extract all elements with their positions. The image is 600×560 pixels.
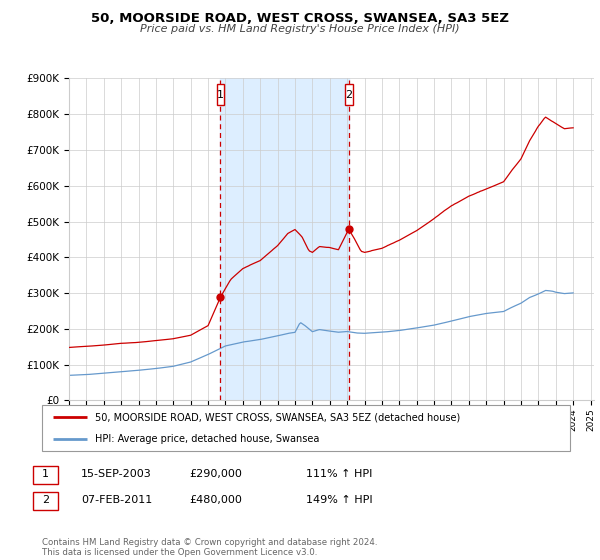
Text: 1: 1 bbox=[217, 90, 224, 100]
Bar bbox=[220, 78, 349, 400]
Text: 50, MOORSIDE ROAD, WEST CROSS, SWANSEA, SA3 5EZ: 50, MOORSIDE ROAD, WEST CROSS, SWANSEA, … bbox=[91, 12, 509, 25]
Text: 2: 2 bbox=[345, 90, 352, 100]
FancyBboxPatch shape bbox=[217, 84, 224, 105]
Text: 15-SEP-2003: 15-SEP-2003 bbox=[81, 469, 152, 479]
Text: 2: 2 bbox=[42, 494, 49, 505]
FancyBboxPatch shape bbox=[345, 84, 353, 105]
FancyBboxPatch shape bbox=[42, 405, 570, 451]
Text: Price paid vs. HM Land Registry's House Price Index (HPI): Price paid vs. HM Land Registry's House … bbox=[140, 24, 460, 34]
Text: 07-FEB-2011: 07-FEB-2011 bbox=[81, 494, 152, 505]
Text: Contains HM Land Registry data © Crown copyright and database right 2024.
This d: Contains HM Land Registry data © Crown c… bbox=[42, 538, 377, 557]
Text: £290,000: £290,000 bbox=[189, 469, 242, 479]
Text: 111% ↑ HPI: 111% ↑ HPI bbox=[306, 469, 373, 479]
Text: HPI: Average price, detached house, Swansea: HPI: Average price, detached house, Swan… bbox=[95, 435, 319, 444]
Text: 50, MOORSIDE ROAD, WEST CROSS, SWANSEA, SA3 5EZ (detached house): 50, MOORSIDE ROAD, WEST CROSS, SWANSEA, … bbox=[95, 412, 460, 422]
Text: 149% ↑ HPI: 149% ↑ HPI bbox=[306, 494, 373, 505]
Text: 1: 1 bbox=[42, 469, 49, 479]
Text: £480,000: £480,000 bbox=[189, 494, 242, 505]
